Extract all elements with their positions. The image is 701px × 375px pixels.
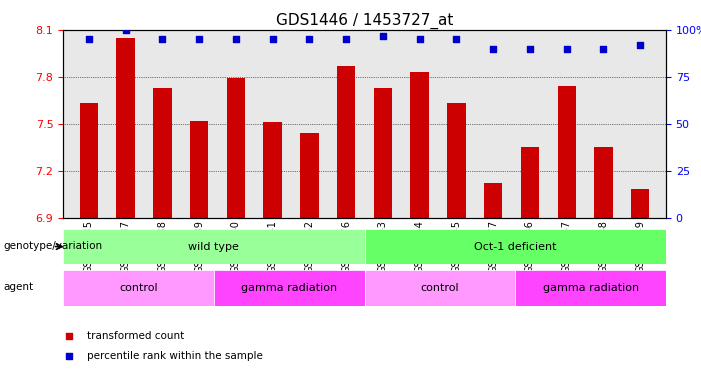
Text: percentile rank within the sample: percentile rank within the sample <box>87 351 263 361</box>
Title: GDS1446 / 1453727_at: GDS1446 / 1453727_at <box>275 12 454 28</box>
Point <box>598 46 609 52</box>
Point <box>414 240 425 246</box>
Text: control: control <box>421 283 459 293</box>
Point <box>634 42 646 48</box>
Text: control: control <box>119 283 158 293</box>
Bar <box>557 86 576 218</box>
Point <box>193 36 205 42</box>
Text: gamma radiation: gamma radiation <box>543 283 639 293</box>
Point <box>83 36 95 42</box>
Text: gamma radiation: gamma radiation <box>241 283 337 293</box>
Bar <box>631 189 649 217</box>
Bar <box>594 147 613 218</box>
Bar <box>116 38 135 218</box>
Bar <box>337 66 355 218</box>
Bar <box>190 121 208 218</box>
Text: transformed count: transformed count <box>87 331 184 341</box>
Point <box>377 33 388 39</box>
Bar <box>226 78 245 218</box>
Point <box>267 36 278 42</box>
Text: genotype/variation: genotype/variation <box>4 241 102 250</box>
Point <box>230 36 241 42</box>
Point <box>524 46 536 52</box>
Point <box>561 46 572 52</box>
Bar <box>80 104 98 218</box>
Point <box>157 36 168 42</box>
FancyBboxPatch shape <box>63 270 214 306</box>
Text: Oct-1 deficient: Oct-1 deficient <box>474 242 557 252</box>
Point <box>488 46 499 52</box>
Bar <box>484 183 503 218</box>
Point <box>304 36 315 42</box>
Point <box>414 56 425 62</box>
Point <box>341 36 352 42</box>
Point <box>414 36 426 42</box>
Bar <box>521 147 539 218</box>
Bar <box>411 72 429 217</box>
Bar <box>447 104 465 218</box>
FancyBboxPatch shape <box>365 229 666 264</box>
Bar <box>264 122 282 218</box>
FancyBboxPatch shape <box>214 270 365 306</box>
Point <box>451 36 462 42</box>
Bar <box>374 88 392 218</box>
Bar <box>153 88 172 218</box>
Point <box>120 27 131 33</box>
FancyBboxPatch shape <box>63 229 365 264</box>
Bar <box>300 133 318 218</box>
FancyBboxPatch shape <box>515 270 666 306</box>
FancyBboxPatch shape <box>365 270 515 306</box>
Text: wild type: wild type <box>189 242 239 252</box>
Text: agent: agent <box>4 282 34 292</box>
